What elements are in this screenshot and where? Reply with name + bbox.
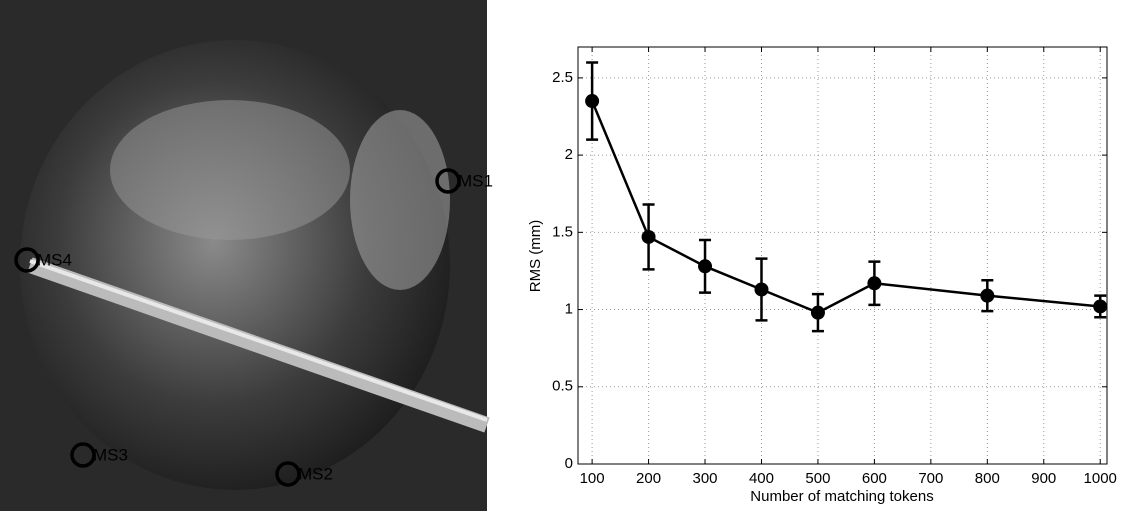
y-tick-label: 0.5 (552, 378, 573, 395)
marker-label: MS3 (93, 445, 128, 464)
x-tick-label: 800 (975, 470, 1000, 487)
y-tick-label: 1.5 (552, 223, 573, 240)
data-point (585, 94, 600, 109)
data-point (1093, 299, 1108, 314)
y-tick-label: 2.5 (552, 69, 573, 86)
highlight (350, 110, 450, 290)
x-tick-label: 700 (918, 470, 943, 487)
y-tick-label: 1 (565, 301, 573, 318)
x-tick-label: 400 (749, 470, 774, 487)
data-point (810, 305, 825, 320)
y-tick-label: 0 (565, 455, 573, 472)
x-tick-label: 900 (1031, 470, 1056, 487)
data-point (754, 282, 769, 297)
marker-circle (435, 168, 461, 194)
x-tick-label: 100 (580, 470, 605, 487)
data-point (980, 288, 995, 303)
y-axis-label: RMS (mm) (527, 220, 544, 292)
x-tick-label: 600 (862, 470, 887, 487)
photo (0, 0, 490, 511)
instrument (27, 257, 490, 433)
marker-circle (14, 247, 40, 273)
x-axis-label: Number of matching tokens (750, 488, 933, 505)
marker-label: MS2 (298, 464, 333, 483)
plot-frame (577, 46, 1108, 465)
marker-label: MS4 (37, 250, 72, 269)
highlight (110, 100, 350, 240)
marker-circle (70, 442, 96, 468)
marker-circle (275, 461, 301, 487)
y-tick-label: 2 (565, 146, 573, 163)
data-line (590, 100, 1101, 315)
x-tick-label: 200 (636, 470, 661, 487)
x-tick-label: 1000 (1084, 470, 1117, 487)
data-point (867, 276, 882, 291)
data-point (641, 229, 656, 244)
data-point (698, 259, 713, 274)
x-tick-label: 300 (693, 470, 718, 487)
x-tick-label: 500 (805, 470, 830, 487)
instrument-shine (29, 259, 488, 422)
marker-label: MS1 (458, 171, 493, 190)
